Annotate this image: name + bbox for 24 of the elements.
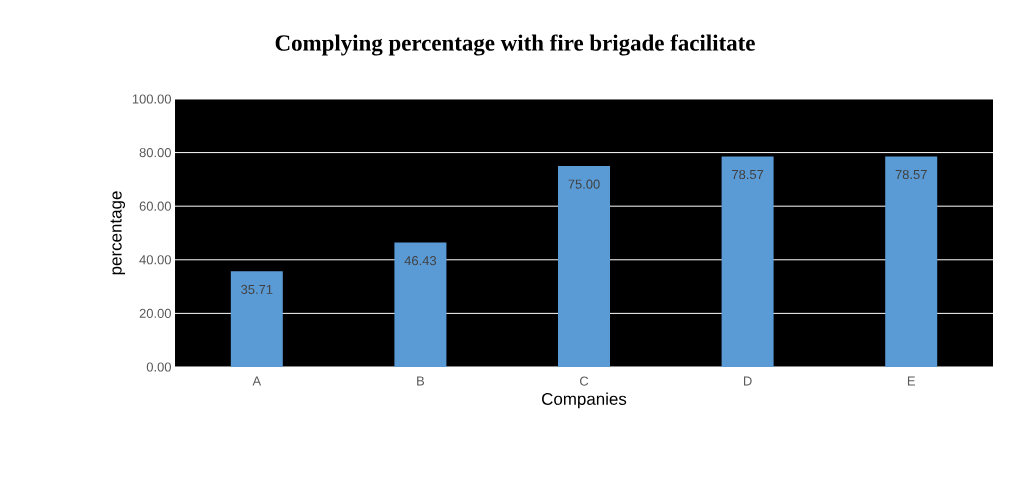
x-tick-label: D — [743, 376, 752, 386]
y-tick-label: 80.00 — [139, 148, 171, 158]
bar — [558, 165, 611, 367]
y-tick-label: 100.00 — [132, 94, 171, 104]
data-label: 78.57 — [895, 169, 927, 180]
data-label: 46.43 — [404, 256, 437, 266]
x-tick-label: C — [579, 376, 589, 386]
data-label: 75.00 — [568, 179, 600, 189]
x-tick-label: E — [907, 376, 915, 386]
bar — [885, 156, 938, 367]
chart-title: Complying percentage with fire brigade facilitate — [275, 34, 755, 56]
data-label: 78.57 — [732, 169, 764, 180]
y-tick-label: 0.00 — [146, 362, 171, 372]
bar — [721, 156, 774, 367]
y-tick-label: 60.00 — [139, 201, 171, 211]
x-axis-title: Companies — [542, 392, 627, 409]
bar — [394, 242, 447, 367]
y-tick-label: 20.00 — [139, 308, 171, 318]
bar — [230, 271, 283, 367]
data-label: 35.71 — [241, 284, 273, 294]
x-tick-label: B — [417, 376, 425, 386]
y-axis-title: percentage — [110, 191, 126, 275]
x-tick-label: A — [252, 376, 262, 386]
y-tick-label: 40.00 — [139, 255, 171, 265]
